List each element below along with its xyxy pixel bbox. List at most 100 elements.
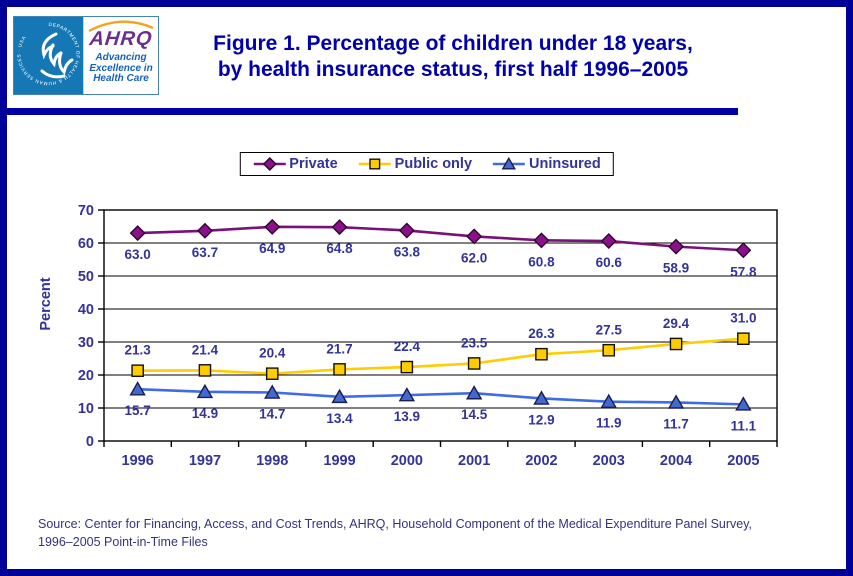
ahrq-wordmark: AHRQ Advancing Excellence in Health Care: [83, 17, 158, 94]
x-tick-label: 2003: [593, 453, 625, 469]
marker-square: [198, 364, 212, 377]
marker-diamond: [600, 233, 617, 250]
data-label: 22.4: [394, 339, 421, 354]
data-label: 64.9: [259, 241, 285, 256]
data-label: 60.6: [596, 255, 623, 270]
data-label: 26.3: [528, 326, 555, 341]
legend-label-private: Private: [289, 156, 338, 172]
marker-square: [602, 343, 616, 357]
tagline-line: Advancing: [95, 52, 147, 63]
y-tick-label: 70: [78, 203, 94, 219]
data-label: 27.5: [596, 322, 623, 337]
source-line-1: Source: Center for Financing, Access, an…: [38, 517, 753, 531]
marker-diamond: [262, 157, 277, 171]
tagline-line: Excellence in: [89, 62, 153, 74]
legend-item-uninsured: Uninsured: [492, 156, 601, 172]
y-axis-title: Percent: [38, 277, 54, 330]
x-tick-label: 2002: [525, 453, 557, 469]
legend-item-public-only: Public only: [358, 156, 472, 172]
hhs-seal: DEPARTMENT OF HEALTH & HUMAN SERVICES · …: [14, 17, 83, 94]
title-line-2: by health insurance status, first half 1…: [217, 58, 689, 81]
data-label: 60.8: [528, 254, 555, 269]
legend-label-uninsured: Uninsured: [529, 156, 601, 172]
data-label: 31.0: [730, 311, 756, 326]
marker-diamond: [129, 225, 146, 242]
data-label: 58.9: [663, 261, 689, 276]
data-label: 63.8: [394, 244, 421, 259]
marker-diamond: [331, 219, 348, 236]
x-tick-label: 1999: [323, 453, 355, 469]
y-tick-label: 20: [78, 368, 94, 384]
data-label: 14.9: [192, 406, 218, 421]
marker-triangle: [264, 384, 281, 399]
x-tick-label: 1997: [189, 453, 221, 469]
data-label: 21.4: [192, 342, 219, 357]
marker-diamond: [668, 238, 685, 255]
legend-item-private: Private: [252, 156, 338, 172]
tagline-line: Health Care: [93, 73, 149, 84]
marker-triangle: [196, 383, 214, 399]
marker-triangle: [129, 381, 146, 396]
marker-diamond: [466, 228, 483, 245]
marker-square: [400, 360, 414, 374]
marker-triangle: [465, 385, 483, 400]
marker-diamond: [533, 232, 550, 249]
chart-legend: Private Public only Uninsured: [239, 152, 614, 176]
source-note: Source: Center for Financing, Access, an…: [38, 515, 838, 551]
data-label: 64.8: [326, 241, 353, 256]
data-label: 57.8: [730, 264, 757, 279]
y-tick-label: 40: [78, 302, 94, 318]
data-label: 63.0: [125, 247, 151, 262]
data-label: 14.7: [259, 406, 285, 421]
series-line-diamond: [137, 225, 744, 252]
marker-square: [369, 158, 381, 170]
y-tick-label: 60: [78, 236, 94, 252]
data-label: 11.1: [731, 418, 757, 433]
header-divider: [7, 108, 738, 115]
data-label: 12.9: [528, 412, 554, 427]
logo-tagline: Advancing Excellence in Health Care: [84, 52, 158, 85]
data-label: 14.5: [461, 407, 488, 422]
data-label: 63.7: [192, 245, 218, 260]
marker-square: [467, 357, 481, 370]
marker-square: [669, 337, 683, 351]
marker-triangle: [501, 157, 517, 170]
data-label: 11.9: [596, 416, 622, 431]
data-label: 21.3: [125, 343, 152, 358]
uninsured-series-icon: [493, 157, 526, 170]
hhs-eagle-icon: DEPARTMENT OF HEALTH & HUMAN SERVICES · …: [16, 22, 80, 86]
marker-square: [333, 363, 346, 376]
x-tick-label: 2001: [458, 453, 490, 469]
x-tick-label: 2005: [727, 453, 759, 469]
data-label: 20.4: [259, 346, 286, 361]
page-title: Figure 1. Percentage of children under 1…: [147, 31, 759, 83]
title-line-1: Figure 1. Percentage of children under 1…: [213, 32, 693, 55]
x-tick-label: 1998: [256, 453, 288, 469]
ahrq-hhs-logo: DEPARTMENT OF HEALTH & HUMAN SERVICES · …: [13, 16, 159, 95]
marker-triangle: [667, 394, 685, 409]
marker-triangle: [735, 396, 752, 411]
data-label: 11.7: [663, 416, 689, 431]
marker-square: [131, 364, 144, 378]
private-series-icon: [253, 157, 286, 171]
source-line-2: 1996–2005 Point-in-Time Files: [38, 535, 208, 549]
x-tick-label: 2000: [391, 453, 423, 469]
data-label: 21.7: [326, 341, 352, 356]
marker-triangle: [533, 390, 550, 405]
marker-square: [737, 332, 750, 346]
legend-label-public-only: Public only: [394, 156, 473, 172]
marker-triangle: [331, 388, 348, 404]
series-line-square: [137, 337, 744, 375]
data-label: 62.0: [461, 250, 487, 265]
data-label: 29.4: [663, 316, 690, 331]
data-label: 23.5: [461, 335, 488, 350]
x-tick-label: 2004: [660, 453, 692, 469]
marker-diamond: [196, 222, 213, 239]
marker-diamond: [264, 218, 281, 235]
data-label: 15.7: [125, 403, 151, 418]
public-only-series-icon: [358, 158, 391, 170]
marker-square: [535, 347, 548, 361]
y-tick-label: 50: [78, 269, 94, 285]
marker-square: [265, 367, 279, 380]
